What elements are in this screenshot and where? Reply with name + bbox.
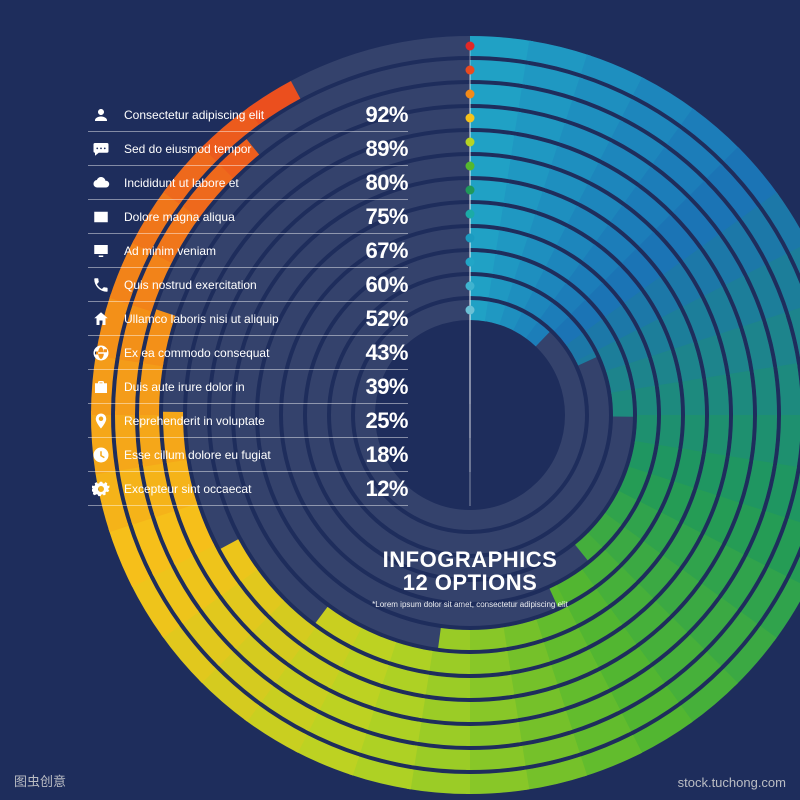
gear-icon [88,476,114,502]
watermark-right: stock.tuchong.com [678,775,786,790]
legend-row: Sed do eiusmod tempor89% [88,132,408,166]
legend-row: Esse cillum dolore eu fugiat18% [88,438,408,472]
legend-label: Quis nostrud exercitation [114,278,338,292]
globe-icon [88,340,114,366]
mail-icon [88,204,114,230]
user-icon [88,102,114,128]
legend-value: 52% [338,306,408,332]
legend-row: Excepteur sint occaecat12% [88,472,408,506]
legend-value: 92% [338,102,408,128]
legend-label: Consectetur adipiscing elit [114,108,338,122]
legend-label: Ullamco laboris nisi ut aliquip [114,312,338,326]
legend-row: Duis aute irure dolor in39% [88,370,408,404]
legend-label: Reprehenderit in voluptate [114,414,338,428]
watermark-left: 图虫创意 [14,771,66,790]
legend-value: 75% [338,204,408,230]
legend-value: 39% [338,374,408,400]
legend-row: Dolore magna aliqua75% [88,200,408,234]
legend-label: Duis aute irure dolor in [114,380,338,394]
briefcase-icon [88,374,114,400]
legend-label: Incididunt ut labore et [114,176,338,190]
legend-label: Sed do eiusmod tempor [114,142,338,156]
clock-icon [88,442,114,468]
legend-row: Ullamco laboris nisi ut aliquip52% [88,302,408,336]
pin-icon [88,408,114,434]
legend-row: Reprehenderit in voluptate25% [88,404,408,438]
legend-value: 25% [338,408,408,434]
legend-row: Ex ea commodo consequat43% [88,336,408,370]
legend-row: Incididunt ut labore et80% [88,166,408,200]
legend-row: Ad minim veniam67% [88,234,408,268]
legend-row: Consectetur adipiscing elit92% [88,98,408,132]
chart-subtitle: *Lorem ipsum dolor sit amet, consectetur… [370,600,570,609]
legend-label: Excepteur sint occaecat [114,482,338,496]
chart-title-block: INFOGRAPHICS 12 OPTIONS *Lorem ipsum dol… [370,548,570,609]
legend-label: Esse cillum dolore eu fugiat [114,448,338,462]
legend-row: Quis nostrud exercitation60% [88,268,408,302]
chart-title-line2: 12 OPTIONS [370,571,570,594]
legend-value: 80% [338,170,408,196]
legend-label: Ad minim veniam [114,244,338,258]
legend-value: 43% [338,340,408,366]
legend-label: Ex ea commodo consequat [114,346,338,360]
legend-value: 12% [338,476,408,502]
legend-value: 60% [338,272,408,298]
phone-icon [88,272,114,298]
legend-value: 89% [338,136,408,162]
legend-label: Dolore magna aliqua [114,210,338,224]
cloud-icon [88,170,114,196]
chat-icon [88,136,114,162]
legend-value: 18% [338,442,408,468]
chart-title-line1: INFOGRAPHICS [370,548,570,571]
legend-value: 67% [338,238,408,264]
monitor-icon [88,238,114,264]
legend-list: Consectetur adipiscing elit92%Sed do eiu… [88,98,408,506]
home-icon [88,306,114,332]
